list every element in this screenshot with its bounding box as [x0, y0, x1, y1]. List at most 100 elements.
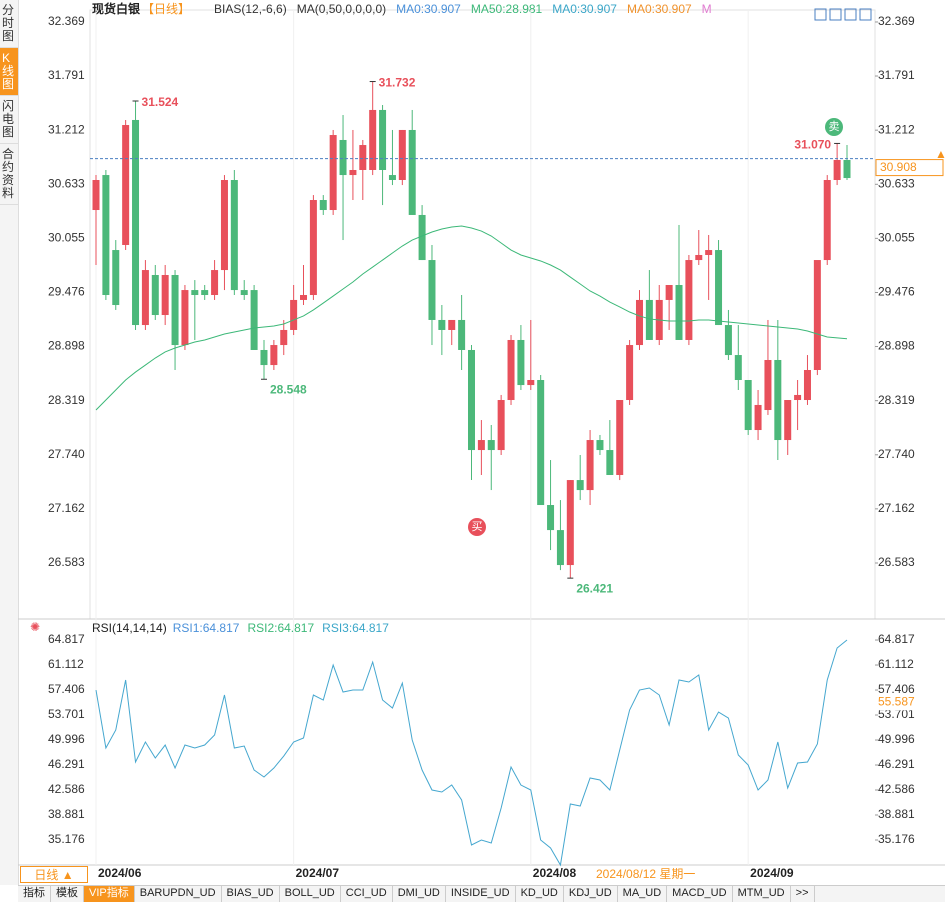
candle-body — [596, 440, 604, 451]
x-tick-label: 2024/08 — [533, 866, 577, 880]
sell-signal: 卖 — [825, 118, 843, 136]
candle-body — [369, 109, 377, 170]
candle-body — [675, 285, 683, 340]
legend-entry: RSI2:64.817 — [247, 621, 314, 635]
candle-body — [290, 299, 298, 330]
bottom-tab[interactable]: BIAS_UD — [222, 886, 280, 902]
bottom-tab[interactable]: DMI_UD — [393, 886, 446, 902]
candle-body — [408, 129, 416, 215]
candle-body — [744, 380, 752, 431]
bottom-tab[interactable]: VIP指标 — [84, 886, 135, 902]
y-tick-label: 32.369 — [48, 14, 85, 28]
y-tick-label-right: 27.162 — [878, 501, 915, 515]
candle-body — [438, 319, 446, 330]
y-tick-label-right: 53.701 — [878, 707, 915, 721]
current-price-box — [875, 159, 944, 177]
candle-body — [270, 345, 278, 366]
side-tab[interactable]: 闪电图 — [0, 96, 18, 144]
candle-body — [803, 369, 811, 401]
extreme-label: 31.070 — [794, 138, 831, 152]
y-tick-label-right: 42.586 — [878, 782, 915, 796]
legend-entry: MA50:28.981 — [471, 2, 543, 16]
candle-body — [211, 270, 219, 296]
y-tick-label: 28.319 — [48, 393, 85, 407]
legend-entry: M — [702, 2, 712, 16]
y-tick-label: 30.633 — [48, 176, 85, 190]
bottom-tab[interactable]: BOLL_UD — [280, 886, 341, 902]
y-tick-label-right: 31.212 — [878, 122, 915, 136]
y-tick-label-right: 64.817 — [878, 632, 915, 646]
candle-body — [300, 295, 308, 300]
bottom-tab[interactable]: KD_UD — [516, 886, 564, 902]
candle-body — [794, 394, 802, 401]
candle-body — [695, 254, 703, 261]
candle-body — [220, 179, 228, 271]
rsi-line — [95, 639, 848, 867]
y-tick-label: 31.212 — [48, 122, 85, 136]
bottom-tab[interactable]: MTM_UD — [733, 886, 791, 902]
candle-body — [112, 250, 120, 306]
candle-body — [813, 260, 821, 370]
y-tick-label: 35.176 — [48, 832, 85, 846]
candle-body — [388, 175, 396, 180]
y-tick-label: 38.881 — [48, 807, 85, 821]
candle-body — [774, 359, 782, 441]
indicator-title: RSI(14,14,14) — [92, 621, 167, 635]
y-tick-label-right: 26.583 — [878, 555, 915, 569]
bottom-tab[interactable]: 模板 — [51, 886, 84, 902]
candle-body — [724, 325, 732, 356]
candle-body — [398, 129, 406, 180]
y-tick-label-right: 28.898 — [878, 339, 915, 353]
candle-body — [487, 440, 495, 451]
bottom-tab[interactable]: BARUPDN_UD — [135, 886, 222, 902]
y-tick-label: 53.701 — [48, 707, 85, 721]
candle-body — [122, 125, 130, 245]
y-tick-label: 28.898 — [48, 339, 85, 353]
legend-entry: RSI1:64.817 — [173, 621, 240, 635]
candle-body — [240, 290, 248, 296]
candle-body — [665, 285, 673, 300]
bottom-tab[interactable]: CCI_UD — [341, 886, 393, 902]
candle-body — [201, 290, 209, 296]
extreme-label: 28.548 — [270, 382, 307, 396]
candle-body — [448, 319, 456, 330]
crosshair-date: 2024/08/12 星期一 — [594, 866, 698, 883]
y-tick-label-right: 49.996 — [878, 732, 915, 746]
candle-body — [626, 345, 634, 401]
side-tab[interactable]: 分时图 — [0, 0, 18, 48]
y-tick-label: 30.055 — [48, 231, 85, 245]
bottom-tab[interactable]: MA_UD — [618, 886, 668, 902]
bottom-tab[interactable]: INSIDE_UD — [446, 886, 516, 902]
settings-icon[interactable]: ✺ — [30, 620, 40, 634]
bottom-tab[interactable]: >> — [791, 886, 815, 902]
candle-body — [260, 349, 268, 366]
period-button[interactable]: 日线 ▲ — [20, 866, 88, 883]
y-tick-label: 42.586 — [48, 782, 85, 796]
y-tick-label-right: 32.369 — [878, 14, 915, 28]
side-tabs: 分时图 K线图 闪电图 合约资料 — [0, 0, 19, 885]
candle-body — [715, 250, 723, 326]
y-tick-label-right: 28.319 — [878, 393, 915, 407]
extreme-label: 26.421 — [576, 581, 613, 595]
candle-body — [754, 404, 762, 431]
candle-body — [517, 339, 525, 386]
candle-body — [527, 380, 535, 386]
y-tick-label: 61.112 — [48, 657, 84, 671]
bottom-tab[interactable]: 指标 — [18, 886, 51, 902]
bottom-tab[interactable]: MACD_UD — [667, 886, 733, 902]
y-tick-label: 46.291 — [48, 757, 85, 771]
candle-body — [250, 290, 258, 350]
candle-body — [132, 119, 140, 326]
side-tab[interactable]: K线图 — [0, 48, 18, 96]
legend-entry: RSI3:64.817 — [322, 621, 389, 635]
candle-body — [339, 139, 347, 176]
candle-body — [645, 299, 653, 340]
bottom-tab[interactable]: KDJ_UD — [564, 886, 618, 902]
side-tab[interactable]: 合约资料 — [0, 144, 18, 205]
crosshair-value: 55.587 — [878, 694, 915, 708]
candle-body — [537, 380, 545, 506]
toolbar-icons[interactable] — [814, 8, 872, 21]
candle-body — [556, 530, 564, 566]
legend-entry: MA0:30.907 — [627, 2, 692, 16]
